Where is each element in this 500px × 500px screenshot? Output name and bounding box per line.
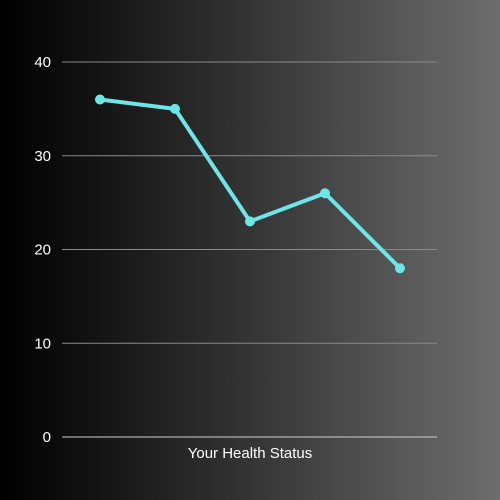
x-axis-label: Your Health Status xyxy=(188,445,313,462)
data-points xyxy=(95,94,405,274)
data-point xyxy=(170,103,180,114)
y-tick-labels: 0 10 20 30 40 xyxy=(34,54,51,446)
grid-lines xyxy=(62,61,437,438)
series-line xyxy=(98,97,402,271)
y-tick-label: 40 xyxy=(34,54,51,71)
y-tick-label: 30 xyxy=(34,148,51,165)
y-tick-label: 0 xyxy=(43,429,51,446)
data-point xyxy=(245,216,255,227)
data-point xyxy=(95,94,105,105)
y-tick-label: 20 xyxy=(34,242,51,259)
data-point xyxy=(395,263,405,274)
y-tick-label: 10 xyxy=(34,335,51,352)
data-point xyxy=(320,188,330,199)
